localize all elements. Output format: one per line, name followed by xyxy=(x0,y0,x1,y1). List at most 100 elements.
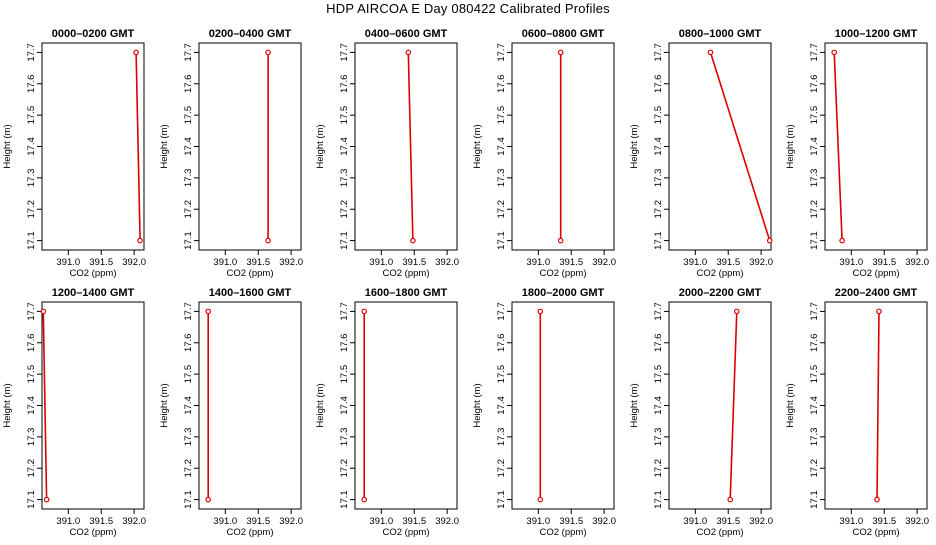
panel-title: 2200–2400 GMT xyxy=(835,287,918,299)
profile-panel: 0600–0800 GMT 391.0 391.5 392.0 17.1 17.2 17.3… xyxy=(472,28,616,279)
y-tick-label: 17.4 xyxy=(653,396,664,415)
y-tick-label: 17.1 xyxy=(653,231,664,250)
y-tick-label: 17.6 xyxy=(183,334,194,353)
data-point xyxy=(205,496,212,503)
data-point xyxy=(733,308,740,315)
x-axis-label: CO2 (ppm) xyxy=(540,527,587,538)
plot-frame xyxy=(198,42,302,251)
y-tick-label: 17.3 xyxy=(339,169,350,188)
y-tick-label: 17.7 xyxy=(183,43,194,62)
y-tick-label: 17.1 xyxy=(183,490,194,509)
y-axis-label: Height (m) xyxy=(159,124,170,168)
y-tick-label: 17.1 xyxy=(496,490,507,509)
y-tick-label: 17.6 xyxy=(496,75,507,94)
x-tick-label: 392.0 xyxy=(279,257,303,268)
plot-frame xyxy=(41,42,145,251)
y-tick-label: 17.4 xyxy=(496,396,507,415)
y-tick-label: 17.2 xyxy=(339,459,350,478)
x-tick-label: 391.5 xyxy=(89,257,113,268)
x-tick-label: 392.0 xyxy=(905,516,929,527)
y-tick-label: 17.6 xyxy=(26,334,37,353)
data-point xyxy=(137,237,143,244)
plot-frame xyxy=(824,301,928,510)
y-axis-label: Height (m) xyxy=(785,383,796,427)
y-tick-label: 17.6 xyxy=(653,75,664,94)
y-axis-label: Height (m) xyxy=(2,383,13,427)
profile-panel: 2000–2200 GMT 391.0 391.5 392.0 17.1 17.2 17.3… xyxy=(629,287,773,538)
y-tick-label: 17.4 xyxy=(809,396,820,415)
x-tick-label: 391.5 xyxy=(716,516,740,527)
y-tick-label: 17.7 xyxy=(496,302,507,321)
panel-title: 0400–0600 GMT xyxy=(365,28,448,40)
x-tick-label: 392.0 xyxy=(435,516,459,527)
y-tick-label: 17.3 xyxy=(26,428,37,447)
plot-frame xyxy=(668,301,772,510)
x-tick-label: 391.0 xyxy=(213,516,237,527)
y-tick-label: 17.3 xyxy=(496,428,507,447)
panel-title: 0600–0800 GMT xyxy=(522,28,605,40)
y-tick-label: 17.3 xyxy=(339,428,350,447)
y-tick-label: 17.4 xyxy=(496,137,507,156)
y-tick-label: 17.4 xyxy=(183,137,194,156)
y-tick-label: 17.5 xyxy=(653,106,664,125)
data-point xyxy=(361,308,368,315)
profile-panel: 1200–1400 GMT 391.0 391.5 392.0 17.1 17.2 17.3… xyxy=(2,287,146,538)
y-tick-label: 17.5 xyxy=(183,106,194,125)
figure-title: HDP AIRCOA E Day 080422 Calibrated Profi… xyxy=(326,1,610,16)
y-axis-label: Height (m) xyxy=(2,124,13,168)
data-point xyxy=(43,496,50,503)
x-tick-label: 391.5 xyxy=(559,257,583,268)
x-tick-label: 391.0 xyxy=(56,257,80,268)
plot-frame xyxy=(824,42,928,251)
y-tick-label: 17.3 xyxy=(183,428,194,447)
data-point xyxy=(265,49,271,56)
profile-panel: 0000–0200 GMT 391.0 391.5 392.0 17.1 17.2 17.3… xyxy=(2,28,146,279)
y-tick-label: 17.3 xyxy=(496,169,507,188)
y-tick-label: 17.4 xyxy=(26,137,37,156)
x-tick-label: 392.0 xyxy=(122,516,146,527)
plot-frame xyxy=(354,42,458,251)
profile-line xyxy=(407,52,414,241)
y-tick-label: 17.2 xyxy=(496,200,507,219)
x-tick-label: 391.5 xyxy=(716,257,740,268)
x-tick-label: 392.0 xyxy=(592,516,616,527)
y-tick-label: 17.7 xyxy=(653,43,664,62)
profile-line xyxy=(709,52,771,241)
x-tick-label: 391.5 xyxy=(402,516,426,527)
profile-panel: 2200–2400 GMT 391.0 391.5 392.0 17.1 17.2 17.3… xyxy=(785,287,929,538)
plot-frame xyxy=(354,301,458,510)
data-point xyxy=(205,308,212,315)
data-point xyxy=(537,496,544,503)
data-point xyxy=(410,237,416,244)
x-axis-label: CO2 (ppm) xyxy=(70,527,117,538)
data-point xyxy=(537,308,544,315)
y-axis-label: Height (m) xyxy=(315,124,326,168)
y-tick-label: 17.2 xyxy=(653,459,664,478)
x-axis-label: CO2 (ppm) xyxy=(383,527,430,538)
x-tick-label: 391.5 xyxy=(872,257,896,268)
y-tick-label: 17.4 xyxy=(339,137,350,156)
data-point xyxy=(361,496,368,503)
y-tick-label: 17.7 xyxy=(653,302,664,321)
x-axis-label: CO2 (ppm) xyxy=(853,268,900,279)
y-tick-label: 17.3 xyxy=(809,169,820,188)
panel-title: 1000–1200 GMT xyxy=(835,28,918,40)
y-tick-label: 17.5 xyxy=(339,106,350,125)
y-tick-label: 17.2 xyxy=(653,200,664,219)
y-axis-label: Height (m) xyxy=(629,124,640,168)
panel-title: 0200–0400 GMT xyxy=(209,28,292,40)
profile-panel: 0400–0600 GMT 391.0 391.5 392.0 17.1 17.2 17.3… xyxy=(315,28,459,279)
profile-line xyxy=(833,52,843,241)
y-tick-label: 17.6 xyxy=(809,75,820,94)
y-tick-label: 17.6 xyxy=(339,75,350,94)
data-point xyxy=(265,237,271,244)
data-point xyxy=(40,308,47,315)
y-tick-label: 17.5 xyxy=(496,365,507,384)
y-tick-label: 17.2 xyxy=(183,200,194,219)
x-tick-label: 391.0 xyxy=(213,257,237,268)
x-axis-label: CO2 (ppm) xyxy=(697,527,744,538)
y-tick-label: 17.4 xyxy=(339,396,350,415)
x-axis-label: CO2 (ppm) xyxy=(697,268,744,279)
